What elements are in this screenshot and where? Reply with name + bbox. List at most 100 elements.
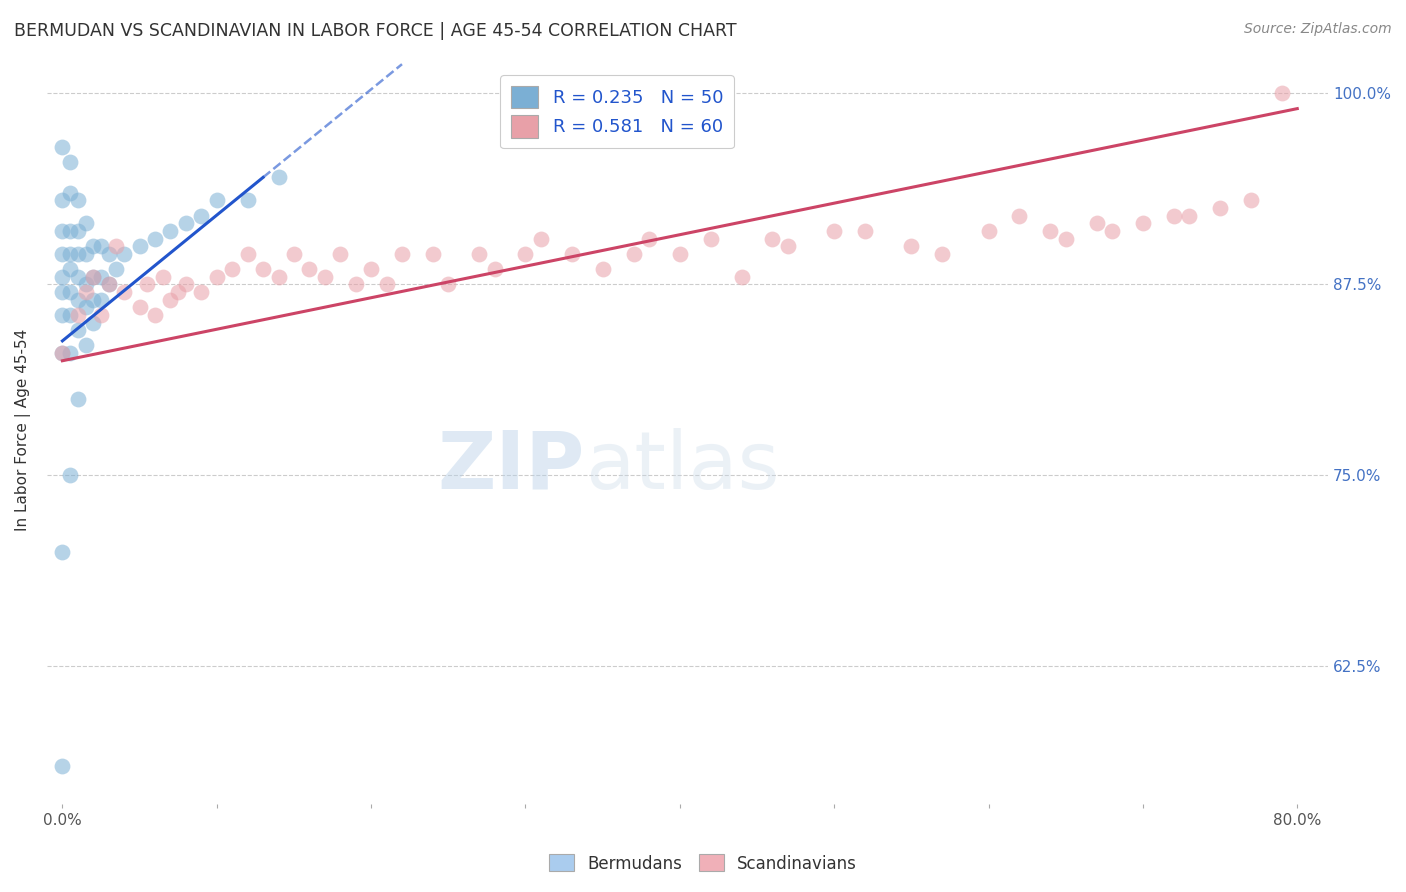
Point xyxy=(900,239,922,253)
Point xyxy=(51,758,73,772)
Point xyxy=(699,231,721,245)
Point xyxy=(360,262,382,277)
Point xyxy=(267,170,290,185)
Point xyxy=(190,285,212,299)
Point xyxy=(236,194,259,208)
Point xyxy=(82,269,104,284)
Point xyxy=(59,285,82,299)
Point xyxy=(66,224,89,238)
Point xyxy=(59,346,82,360)
Point xyxy=(82,293,104,307)
Point xyxy=(97,277,120,292)
Point xyxy=(314,269,336,284)
Point xyxy=(1240,194,1263,208)
Point xyxy=(66,308,89,322)
Point xyxy=(931,247,953,261)
Point xyxy=(66,323,89,337)
Legend: R = 0.235   N = 50, R = 0.581   N = 60: R = 0.235 N = 50, R = 0.581 N = 60 xyxy=(501,76,734,148)
Point xyxy=(205,269,228,284)
Point xyxy=(1271,87,1294,101)
Point xyxy=(51,285,73,299)
Point xyxy=(515,247,537,261)
Point xyxy=(51,247,73,261)
Point xyxy=(1039,224,1062,238)
Point xyxy=(75,338,97,352)
Point xyxy=(638,231,661,245)
Point xyxy=(82,269,104,284)
Point xyxy=(375,277,398,292)
Point xyxy=(82,316,104,330)
Point xyxy=(1101,224,1123,238)
Point xyxy=(761,231,783,245)
Point xyxy=(823,224,845,238)
Point xyxy=(51,545,73,559)
Point xyxy=(159,224,181,238)
Point xyxy=(167,285,190,299)
Point xyxy=(1209,201,1232,215)
Point xyxy=(128,239,150,253)
Point xyxy=(391,247,413,261)
Point xyxy=(51,140,73,154)
Point xyxy=(143,308,166,322)
Point xyxy=(283,247,305,261)
Point xyxy=(51,346,73,360)
Point xyxy=(97,277,120,292)
Point xyxy=(329,247,352,261)
Point xyxy=(174,277,197,292)
Point xyxy=(51,194,73,208)
Point xyxy=(298,262,321,277)
Point xyxy=(1163,209,1185,223)
Point xyxy=(59,186,82,200)
Point xyxy=(59,308,82,322)
Point xyxy=(1132,216,1154,230)
Point xyxy=(75,300,97,314)
Text: atlas: atlas xyxy=(585,428,779,506)
Point xyxy=(136,277,159,292)
Point xyxy=(143,231,166,245)
Point xyxy=(90,269,112,284)
Point xyxy=(51,269,73,284)
Point xyxy=(623,247,645,261)
Point xyxy=(66,293,89,307)
Text: BERMUDAN VS SCANDINAVIAN IN LABOR FORCE | AGE 45-54 CORRELATION CHART: BERMUDAN VS SCANDINAVIAN IN LABOR FORCE … xyxy=(14,22,737,40)
Point xyxy=(669,247,692,261)
Point xyxy=(1178,209,1201,223)
Point xyxy=(75,247,97,261)
Point xyxy=(82,239,104,253)
Point xyxy=(561,247,583,261)
Point xyxy=(59,262,82,277)
Point xyxy=(112,247,135,261)
Point xyxy=(484,262,506,277)
Point xyxy=(1054,231,1077,245)
Point xyxy=(105,262,128,277)
Point xyxy=(97,247,120,261)
Legend: Bermudans, Scandinavians: Bermudans, Scandinavians xyxy=(543,847,863,880)
Point xyxy=(236,247,259,261)
Point xyxy=(75,216,97,230)
Point xyxy=(422,247,444,261)
Point xyxy=(776,239,799,253)
Point xyxy=(530,231,553,245)
Point xyxy=(437,277,460,292)
Point xyxy=(59,468,82,483)
Point xyxy=(152,269,174,284)
Point xyxy=(51,346,73,360)
Point xyxy=(59,247,82,261)
Point xyxy=(252,262,274,277)
Point xyxy=(592,262,614,277)
Point xyxy=(730,269,752,284)
Point xyxy=(59,155,82,169)
Point xyxy=(205,194,228,208)
Point xyxy=(51,308,73,322)
Point xyxy=(1085,216,1108,230)
Point xyxy=(105,239,128,253)
Point xyxy=(174,216,197,230)
Point xyxy=(90,239,112,253)
Point xyxy=(1008,209,1031,223)
Point xyxy=(66,269,89,284)
Point xyxy=(853,224,876,238)
Point xyxy=(75,277,97,292)
Point xyxy=(66,392,89,406)
Point xyxy=(221,262,243,277)
Point xyxy=(977,224,1000,238)
